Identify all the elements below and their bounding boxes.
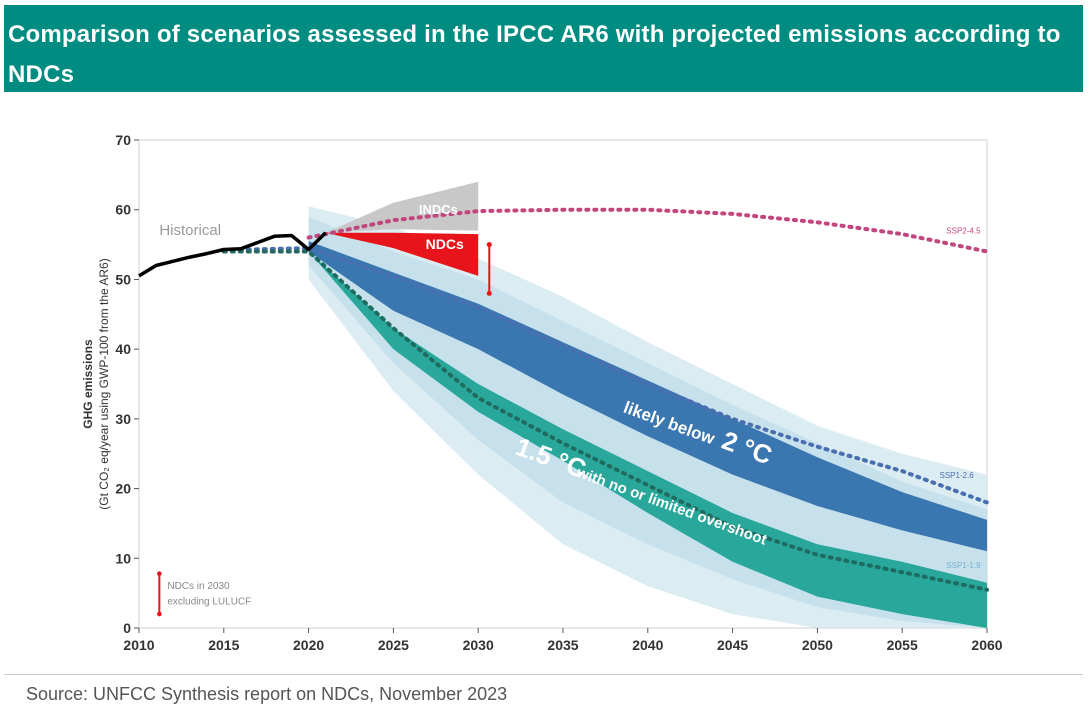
x-tick-label: 2050: [802, 637, 833, 653]
label-ssp2-4-5: SSP2-4.5: [946, 226, 981, 235]
label-indcs: INDCs: [419, 202, 458, 217]
line-ssp2-4-5: [306, 207, 989, 254]
y-axis-label-line2: (Gt CO₂ eq/year using GWP-100 from the A…: [97, 258, 111, 509]
line-historical: [138, 231, 327, 278]
label-ssp1-1-9: SSP1-1.9: [946, 561, 981, 570]
x-tick-label: 2025: [378, 637, 409, 653]
ndc-range-bar-bottom: [486, 290, 492, 296]
x-tick-label: 2010: [123, 637, 154, 653]
y-tick-label: 0: [123, 620, 131, 636]
x-tick-label: 2020: [293, 637, 324, 653]
page-title: Comparison of scenarios assessed in the …: [8, 21, 1061, 88]
label-ssp1-2-6: SSP1-2.6: [940, 471, 975, 480]
y-tick-label: 70: [115, 132, 131, 148]
label-ndcs: NDCs: [426, 236, 464, 252]
legend-ndc-line1: NDCs in 2030: [167, 581, 230, 592]
ndc-range-bar-top: [486, 242, 492, 248]
y-tick-label: 30: [115, 411, 131, 427]
x-tick-label: 2060: [971, 637, 1002, 653]
label-historical: Historical: [159, 222, 221, 239]
chart-area: 2010 2015 2020 2025 2030 2035 2040 2045 2050 2055…: [0, 100, 1090, 660]
x-tick-label: 2015: [208, 637, 239, 653]
emissions-chart: 2010 2015 2020 2025 2030 2035 2040 2045 2050 2055…: [81, 132, 1003, 653]
line-ssp1-2-6: [221, 246, 989, 505]
y-tick-label: 40: [115, 341, 131, 357]
divider: [4, 674, 1083, 675]
x-tick-label: 2040: [632, 637, 663, 653]
x-tick-label: 2055: [887, 637, 918, 653]
y-tick-label: 60: [115, 202, 131, 218]
x-tick-label: 2030: [463, 637, 494, 653]
legend-ndc-bar-bottom: [157, 611, 162, 617]
y-axis-label-line1: GHG emissions: [81, 339, 95, 429]
legend-ndc-bar-top: [157, 571, 162, 576]
y-tick-label: 10: [115, 550, 131, 566]
title-banner: Comparison of scenarios assessed in the …: [4, 5, 1083, 92]
band-1-5c: [308, 251, 988, 628]
x-tick-label: 2045: [717, 637, 748, 653]
line-ssp1-1-9: [221, 249, 989, 592]
band-likely-below-2c: [308, 241, 988, 552]
y-tick-label: 20: [115, 481, 131, 497]
band-ndcs: [325, 232, 479, 276]
source-note: Source: UNFCC Synthesis report on NDCs, …: [26, 684, 508, 704]
legend-ndc-line2: excluding LULUCF: [167, 596, 251, 607]
x-tick-label: 2035: [547, 637, 578, 653]
y-tick-label: 50: [115, 271, 131, 287]
band-indcs: [325, 181, 479, 233]
